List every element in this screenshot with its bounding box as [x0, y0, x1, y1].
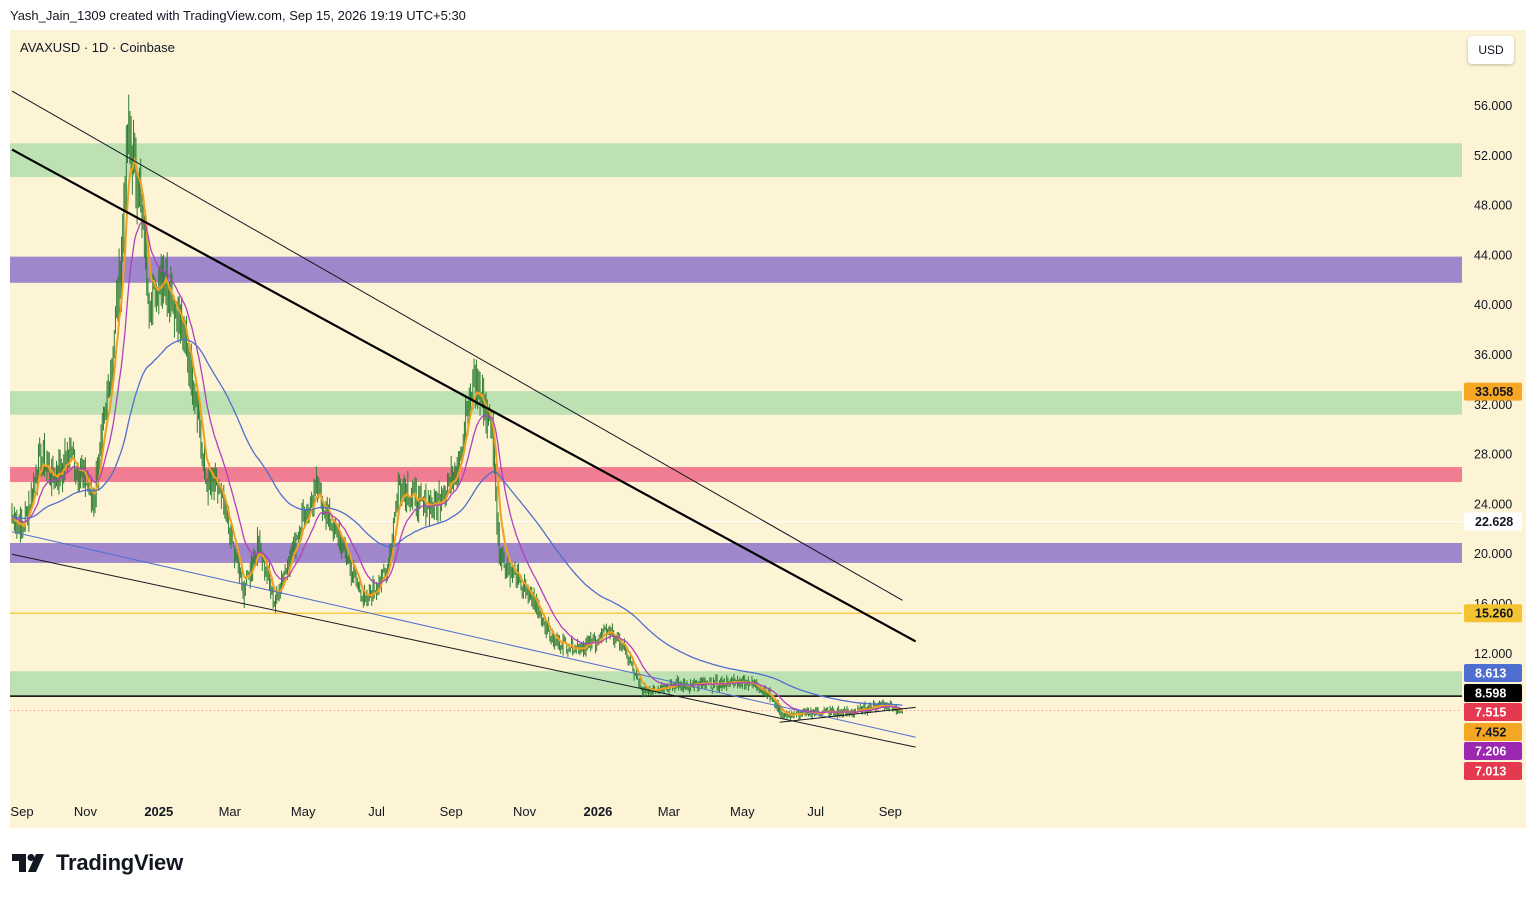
x-tick-label: Sep — [879, 804, 902, 819]
y-tick-label: 36.000 — [1474, 348, 1512, 362]
price-tag: 7.452 — [1464, 723, 1522, 741]
y-tick-label: 52.000 — [1474, 149, 1512, 163]
price-tag-box — [1464, 762, 1522, 780]
x-tick-label: Sep — [440, 804, 463, 819]
x-tick-label: Jul — [368, 804, 385, 819]
price-tag-box — [1464, 684, 1522, 702]
price-tag: 8.613 — [1464, 664, 1522, 682]
moving-average-line — [12, 338, 903, 706]
trendline — [779, 706, 916, 723]
price-tag-label: 15.260 — [1475, 607, 1513, 621]
x-tick-label: Nov — [513, 804, 537, 819]
y-tick-label: 44.000 — [1474, 248, 1512, 262]
price-tag-box — [1464, 382, 1522, 401]
price-tag-label: 7.206 — [1475, 745, 1506, 759]
trendline — [11, 531, 916, 738]
price-tag-label: 22.628 — [1475, 515, 1513, 529]
price-tag-label: 33.058 — [1475, 385, 1513, 399]
y-tick-label: 12.000 — [1474, 647, 1512, 661]
y-tick-label: 28.000 — [1474, 448, 1512, 462]
price-tag: 7.515 — [1464, 703, 1522, 721]
price-labels: 33.058 22.628 15.260 8.613 8.598 7.515 7.452 7.… — [1464, 382, 1522, 780]
x-tick-label: Mar — [219, 804, 242, 819]
x-tick-label: Mar — [658, 804, 681, 819]
zone-band — [10, 391, 1462, 415]
zone-band — [10, 671, 1462, 697]
symbol-info: AVAXUSD · 1D · Coinbase — [20, 40, 175, 55]
zone-band — [10, 467, 1462, 482]
price-tag: 7.206 — [1464, 742, 1522, 760]
x-tick-label: Jul — [807, 804, 824, 819]
x-tick-label: May — [291, 804, 316, 819]
y-tick-label: 24.000 — [1474, 497, 1512, 511]
price-tag-label: 8.613 — [1475, 667, 1506, 681]
zone-band — [10, 143, 1462, 177]
y-tick-label: 48.000 — [1474, 199, 1512, 213]
trendline — [11, 90, 903, 601]
tradingview-logo-icon — [12, 854, 44, 872]
price-tag: 22.628 — [1464, 512, 1522, 531]
trendline — [11, 553, 916, 748]
y-tick-label: 20.000 — [1474, 547, 1512, 561]
moving-average-line — [12, 220, 903, 714]
zones-layer — [10, 143, 1462, 697]
x-tick-label: Sep — [10, 804, 33, 819]
x-tick-label: Nov — [74, 804, 98, 819]
price-tag-box — [1464, 604, 1522, 623]
price-tag: 33.058 — [1464, 382, 1522, 401]
tradingview-brand: TradingView — [56, 850, 183, 875]
x-tick-label: May — [730, 804, 755, 819]
trendline — [11, 148, 917, 643]
time-axis: Sep Nov 2025 Mar May Jul Sep Nov 2026 Mar May Jul Se… — [10, 804, 901, 819]
price-tag-box — [1464, 742, 1522, 760]
price-tag-box — [1464, 664, 1522, 682]
tradingview-logo[interactable]: TradingView — [12, 850, 183, 876]
y-tick-label: 56.000 — [1474, 99, 1512, 113]
price-tag-label: 8.598 — [1475, 687, 1506, 701]
x-tick-label: 2026 — [583, 804, 612, 819]
zone-band — [10, 542, 1462, 563]
price-tag: 15.260 — [1464, 604, 1522, 623]
price-tag-box — [1464, 703, 1522, 721]
zone-band — [10, 256, 1462, 283]
trendlines-layer — [11, 90, 917, 748]
price-tag-label: 7.013 — [1475, 765, 1506, 779]
price-tag-box — [1464, 723, 1522, 741]
moving-averages-layer — [12, 156, 903, 717]
price-tag-label: 7.452 — [1475, 726, 1506, 740]
currency-button[interactable]: USD — [1468, 36, 1514, 64]
y-tick-label: 40.000 — [1474, 298, 1512, 312]
price-tag-label: 7.515 — [1475, 706, 1506, 720]
price-tag: 8.598 — [1464, 684, 1522, 702]
x-tick-label: 2025 — [144, 804, 173, 819]
chart-attribution: Yash_Jain_1309 created with TradingView.… — [10, 8, 466, 23]
price-tag: 7.013 — [1464, 762, 1522, 780]
price-chart[interactable]: 56.000 52.000 48.000 44.000 40.000 36.000 32.0… — [10, 30, 1526, 828]
price-axis: 56.000 52.000 48.000 44.000 40.000 36.000 32.0… — [1474, 99, 1512, 661]
price-tag-box — [1464, 512, 1522, 531]
y-tick-label: 32.000 — [1474, 398, 1512, 412]
